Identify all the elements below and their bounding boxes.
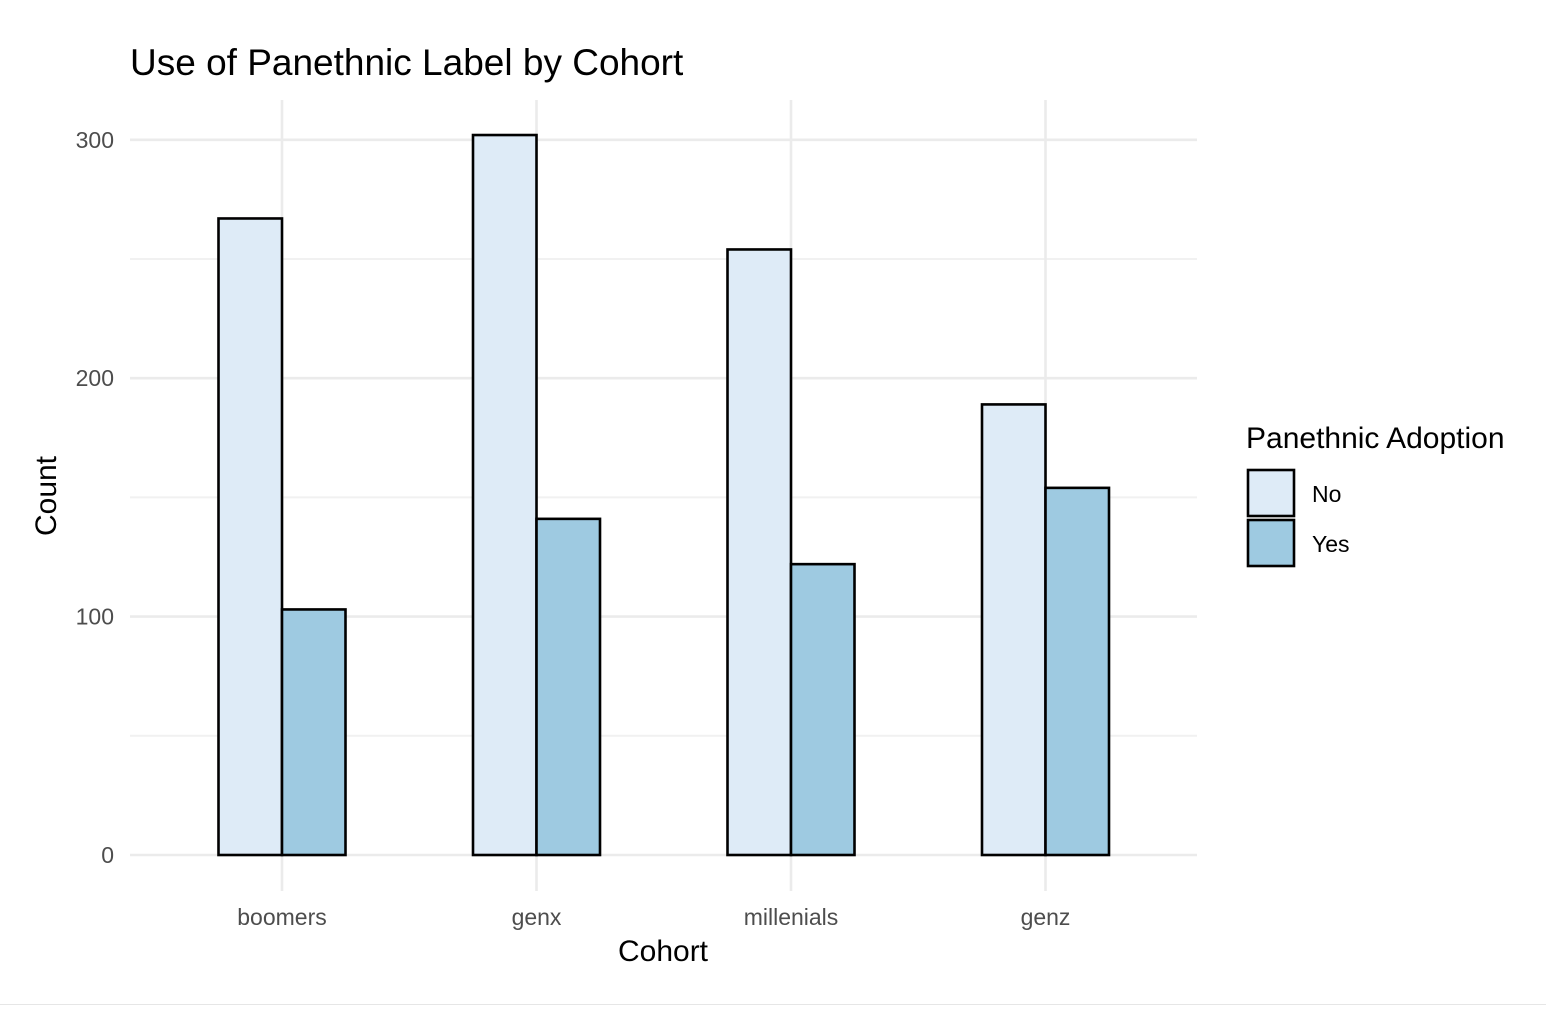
x-tick-label: boomers — [237, 904, 326, 930]
chart-title: Use of Panethnic Label by Cohort — [130, 42, 684, 83]
bar-yes-genx — [535, 517, 602, 857]
bar-no-genz — [980, 403, 1047, 857]
x-tick-label: genx — [512, 904, 562, 930]
legend-key-no — [1246, 468, 1296, 518]
legend-key-yes — [1246, 518, 1296, 568]
bar-no-boomers — [217, 217, 284, 857]
y-tick-label: 0 — [101, 842, 114, 868]
x-axis-label: Cohort — [618, 935, 709, 968]
y-axis-label: Count — [30, 455, 63, 536]
y-tick-label: 200 — [76, 365, 114, 391]
bars — [217, 133, 1111, 857]
legend: Panethnic Adoption No Yes — [1246, 422, 1505, 568]
y-tick-labels: 0 100 200 300 — [76, 127, 114, 868]
bar-yes-genz — [1044, 486, 1111, 857]
bar-yes-millenials — [789, 562, 856, 857]
x-tick-label: millenials — [744, 904, 839, 930]
x-tick-labels: boomers genx millenials genz — [237, 904, 1070, 930]
x-tick-label: genz — [1021, 904, 1071, 930]
legend-items: No Yes — [1246, 468, 1350, 568]
bar-no-millenials — [726, 248, 793, 857]
legend-label-yes: Yes — [1312, 531, 1350, 557]
bottom-divider — [0, 1004, 1546, 1005]
legend-title: Panethnic Adoption — [1246, 422, 1505, 455]
y-tick-label: 300 — [76, 127, 114, 153]
bar-no-genx — [471, 133, 538, 857]
bar-yes-boomers — [280, 608, 347, 857]
legend-label-no: No — [1312, 481, 1341, 507]
y-tick-label: 100 — [76, 604, 114, 630]
